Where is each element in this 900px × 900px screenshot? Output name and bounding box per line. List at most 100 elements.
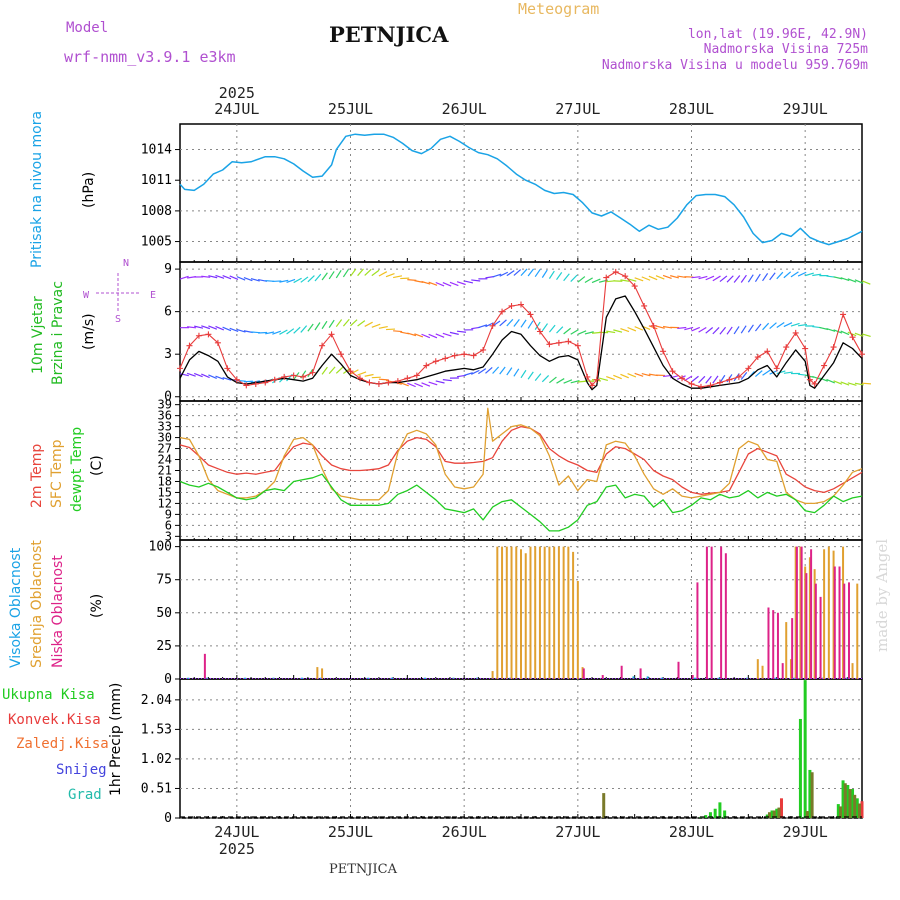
- wind-direction-arrow: [776, 370, 786, 375]
- wind-direction-arrow: [342, 318, 350, 327]
- wind-gust-marker: [518, 301, 524, 308]
- wind-direction-arrow: [847, 331, 857, 337]
- wind-direction-arrow: [712, 275, 721, 282]
- wind-direction-arrow: [400, 382, 409, 387]
- wind-gust-marker: [792, 329, 799, 336]
- wind-direction-arrow: [442, 332, 452, 337]
- temperature-tick-label: 33: [158, 420, 172, 434]
- wind-direction-arrow: [272, 330, 282, 335]
- wind-direction-arrow: [293, 326, 301, 334]
- wind-direction-arrow: [684, 326, 694, 331]
- precip-total-bar: [708, 812, 712, 818]
- wind-direction-arrow: [705, 327, 714, 334]
- wind-gust-marker: [859, 351, 865, 358]
- precip-total-bar: [808, 769, 812, 818]
- pressure-tick-label: 1011: [141, 173, 172, 188]
- wind-gust-marker: [574, 342, 581, 349]
- wind-gust-marker: [830, 344, 837, 351]
- wind-gust-marker: [328, 331, 335, 338]
- wind-direction-arrow: [321, 366, 328, 375]
- wind-direction-arrow: [620, 328, 630, 333]
- temperature-tick-label: 15: [158, 485, 172, 499]
- wind-direction-arrow: [506, 270, 515, 277]
- wind-gust-marker: [309, 369, 316, 376]
- wind-direction-arrow: [655, 325, 665, 329]
- wind-direction-arrow: [847, 382, 857, 386]
- wind-gust-marker: [347, 368, 354, 375]
- wind-direction-arrow: [548, 270, 555, 279]
- wind-direction-arrow: [179, 275, 189, 280]
- wind-direction-arrow: [627, 373, 637, 378]
- precip-total-bar: [775, 808, 779, 818]
- wind-gust-marker: [688, 380, 695, 387]
- day-label-bottom: 24JUL: [214, 823, 259, 841]
- wind-direction-arrow: [442, 379, 452, 382]
- wind-direction-arrow: [541, 269, 548, 278]
- wind-direction-arrow: [378, 271, 388, 277]
- wind-direction-arrow: [435, 281, 445, 287]
- wind-direction-arrow: [229, 327, 239, 332]
- wind-direction-arrow: [627, 278, 637, 282]
- day-label-bottom: 25JUL: [328, 823, 373, 841]
- wind-gust-marker: [489, 322, 496, 329]
- pressure-panel: 1005 1008 1011 1014: [141, 123, 863, 263]
- wind-direction-arrow: [712, 327, 720, 335]
- model-label: Model: [66, 20, 109, 36]
- wind-gust-marker: [773, 365, 780, 372]
- precip-total-bar: [723, 810, 727, 818]
- wind-direction-arrow: [449, 331, 459, 335]
- temperature-tick-label: 24: [158, 453, 172, 467]
- wind-speed-line: [179, 295, 863, 391]
- wind-direction-arrow: [385, 273, 395, 278]
- wind-gust-marker: [555, 339, 562, 346]
- wind-direction-arrow: [754, 323, 762, 332]
- pressure-tick-label: 1014: [141, 143, 172, 158]
- wind-gust-marker: [243, 382, 250, 389]
- model-name: wrf-nmm_v3.9.1 e3km: [64, 48, 236, 66]
- wind-direction-arrow: [335, 270, 342, 279]
- wind-gust-marker: [669, 368, 676, 375]
- wind-direction-arrow: [350, 369, 359, 375]
- wind-direction-arrow: [577, 330, 587, 335]
- wind-gust-marker: [726, 376, 733, 383]
- wind-direction-arrow: [854, 382, 864, 386]
- dewpoint-line: [179, 473, 863, 532]
- precip-olive-bar: [857, 803, 861, 818]
- precip-total-bar: [713, 808, 717, 818]
- wind-direction-arrow: [556, 272, 563, 281]
- wind-gust-marker: [338, 351, 345, 358]
- precip-total-bar: [704, 815, 708, 818]
- wind-direction-arrow: [641, 276, 651, 281]
- wind-direction-arrow: [357, 371, 367, 376]
- precip-conv-bar: [779, 798, 783, 818]
- wind-direction-arrow: [541, 375, 550, 383]
- wind-gust-marker: [461, 351, 468, 358]
- wind-direction-arrow: [179, 373, 189, 377]
- wind-tick-label: 0: [164, 390, 172, 405]
- wind-gust-marker: [186, 342, 193, 349]
- compass-cross: [96, 273, 140, 313]
- clouds-tick-label: 50: [156, 606, 172, 621]
- model-elevation-label: Nadmorska Visina u modelu 959.769m: [601, 58, 868, 73]
- wind-direction-arrow: [222, 377, 232, 381]
- precip-total-bar: [836, 804, 840, 818]
- wind-direction-arrow: [513, 368, 520, 377]
- wind-direction-arrow: [783, 271, 792, 279]
- wind-direction-arrow: [762, 273, 769, 282]
- wind-gust-marker: [300, 373, 307, 380]
- precip-total-bar: [841, 780, 845, 818]
- temperature-tick-label: 27: [158, 442, 172, 456]
- wind-gust-marker: [849, 334, 856, 341]
- wind-gust-marker: [432, 358, 439, 365]
- wind-direction-arrow: [747, 324, 754, 333]
- wind-direction-arrow: [201, 325, 211, 330]
- wind-direction-arrow: [456, 330, 467, 333]
- wind-direction-arrow: [364, 268, 372, 276]
- wind-gust-marker: [536, 328, 543, 335]
- wind-direction-arrow: [421, 382, 431, 387]
- wind-direction-arrow: [719, 275, 728, 283]
- precip-olive-bar: [602, 793, 606, 818]
- wind-direction-arrow: [492, 366, 500, 374]
